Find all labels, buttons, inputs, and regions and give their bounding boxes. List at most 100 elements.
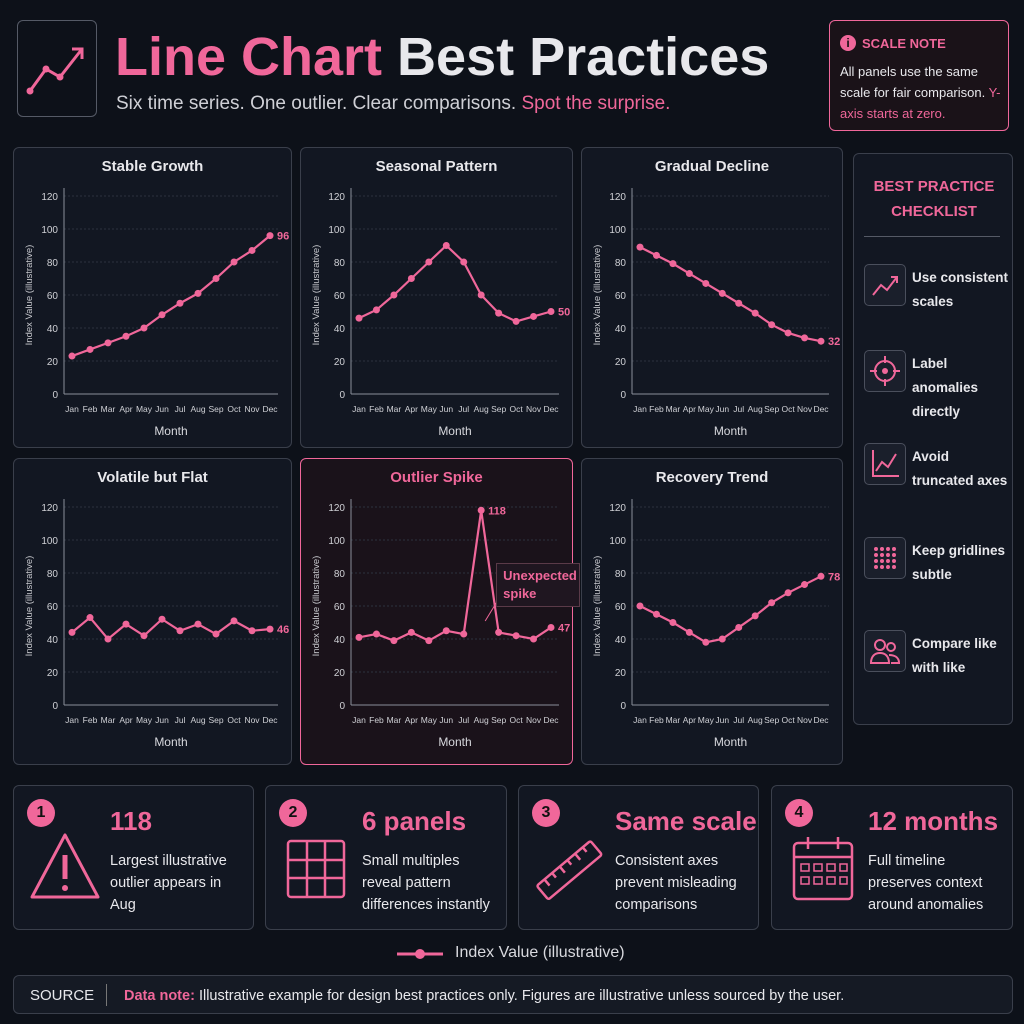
y-tick-label: 80 <box>334 258 346 269</box>
data-point <box>685 270 693 278</box>
data-point <box>477 506 485 514</box>
data-point <box>158 615 166 623</box>
data-point <box>355 633 363 641</box>
x-tick-label: May <box>698 404 715 414</box>
y-tick-label: 80 <box>47 258 59 269</box>
x-tick-label: Feb <box>83 715 98 725</box>
data-point <box>442 627 450 635</box>
chart: 0 20 40 60 80 100 120 Jan Feb Mar Apr May Jun Jul Aug S… <box>592 499 840 749</box>
x-tick-label: Mar <box>101 404 116 414</box>
x-tick-label: May <box>698 715 715 725</box>
x-tick-label: Sep <box>208 404 223 414</box>
y-tick-label: 0 <box>620 390 626 401</box>
stat-text: Largest illustrative outlier appears in … <box>110 853 227 913</box>
x-tick-label: Aug <box>190 715 205 725</box>
chart-panel: Outlier Spike 0 20 40 60 80 100 120 Jan Feb Mar Apr… <box>300 458 581 765</box>
chart-panel: Recovery Trend 0 20 40 60 80 100 120 Jan Feb Mar Ap… <box>581 458 843 765</box>
y-tick-label: 0 <box>339 701 345 712</box>
subtitle-text: Six time series. One outlier. Clear comp… <box>116 93 517 114</box>
data-point <box>158 311 166 319</box>
x-tick-label: Feb <box>369 715 384 725</box>
scale-note-body: All panels use the same scale for fair c… <box>840 64 986 100</box>
data-point <box>735 299 743 307</box>
y-tick-label: 80 <box>615 258 627 269</box>
y-tick-label: 40 <box>615 635 627 646</box>
x-tick-label: Sep <box>491 715 506 725</box>
x-tick-label: Aug <box>474 715 489 725</box>
stat-card: 1 118 Largest illustrative outlier appea… <box>13 785 254 930</box>
data-point <box>248 627 256 635</box>
data-point <box>784 589 792 597</box>
stat-headline: Same scale <box>615 806 757 836</box>
x-tick-label: Oct <box>781 715 795 725</box>
checklist-item: Label anomalies directly <box>864 350 1014 419</box>
y-tick-label: 100 <box>328 536 345 547</box>
checklist-text: Use consistent scales <box>912 270 1009 309</box>
data-point <box>355 314 363 322</box>
x-axis-label: Month <box>714 424 747 438</box>
checklist-text: Label anomalies directly <box>912 356 979 419</box>
x-tick-label: Jul <box>458 715 469 725</box>
checklist-item: Keep gridlines subtle <box>864 537 1014 582</box>
chart: 0 20 40 60 80 100 120 Jan Feb Mar Apr May Jun Jul Aug S… <box>311 188 570 438</box>
y-tick-label: 100 <box>328 225 345 236</box>
data-point <box>685 628 693 636</box>
data-point <box>194 289 202 297</box>
data-point <box>122 620 130 628</box>
scale-note-label: SCALE NOTE <box>862 36 946 51</box>
x-tick-label: Jan <box>352 715 366 725</box>
data-point <box>460 258 468 266</box>
data-point <box>530 635 538 643</box>
chart: 0 20 40 60 80 100 120 Jan Feb Mar Apr May Jun Jul Aug S… <box>311 499 570 749</box>
subtitle-highlight: Spot the surprise. <box>521 93 671 114</box>
checklist-text: Compare like with like <box>912 636 997 675</box>
x-tick-label: May <box>136 715 153 725</box>
data-point <box>68 628 76 636</box>
data-point <box>425 637 433 645</box>
annotation: Unexpected spike <box>496 563 581 607</box>
y-tick-label: 20 <box>47 357 59 368</box>
x-tick-label: Mar <box>387 404 402 414</box>
title-highlight: Line Chart <box>115 27 383 87</box>
source-bar: SOURCE Data note: Illustrative example f… <box>13 975 1013 1014</box>
x-tick-label: Apr <box>119 715 132 725</box>
y-tick-label: 100 <box>609 225 626 236</box>
y-axis-label: Index Value (illustrative) <box>592 556 603 657</box>
data-label: 50 <box>558 307 570 319</box>
x-tick-label: Jul <box>458 404 469 414</box>
y-axis-label: Index Value (illustrative) <box>311 245 322 346</box>
x-tick-label: Mar <box>101 715 116 725</box>
x-tick-label: May <box>421 404 438 414</box>
stat-number: 2 <box>279 799 307 827</box>
y-tick-label: 80 <box>47 569 59 580</box>
y-tick-label: 40 <box>615 324 627 335</box>
data-point <box>751 612 759 620</box>
y-tick-label: 80 <box>334 569 346 580</box>
x-tick-label: Jul <box>733 715 744 725</box>
y-tick-label: 60 <box>615 291 627 302</box>
y-tick-label: 0 <box>52 390 58 401</box>
series-line <box>358 243 552 323</box>
x-tick-label: Jan <box>65 715 79 725</box>
x-tick-label: Jun <box>439 404 453 414</box>
data-point <box>372 306 380 314</box>
data-point <box>784 329 792 337</box>
y-tick-label: 0 <box>339 390 345 401</box>
chart-title: Seasonal Pattern <box>375 158 498 175</box>
data-point <box>636 243 644 251</box>
scale-note: i SCALE NOTE All panels use the same sca… <box>829 20 1009 131</box>
y-tick-label: 60 <box>334 291 346 302</box>
data-point <box>266 232 274 240</box>
data-point <box>547 308 555 315</box>
x-tick-label: Oct <box>227 404 241 414</box>
x-tick-label: Dec <box>543 404 559 414</box>
data-point <box>636 602 644 610</box>
x-axis-label: Month <box>154 424 187 438</box>
data-point <box>266 625 274 633</box>
data-point <box>530 312 538 320</box>
x-tick-label: Apr <box>405 404 418 414</box>
data-label: 118 <box>488 505 506 517</box>
x-tick-label: Dec <box>543 715 559 725</box>
data-point <box>407 628 415 636</box>
y-tick-label: 0 <box>52 701 58 712</box>
